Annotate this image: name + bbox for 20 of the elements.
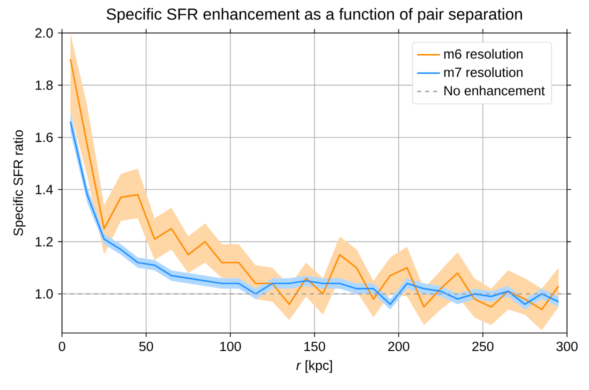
x-tick-label: 50 [139,342,154,352]
x-tick-label: 100 [220,342,241,352]
legend-label: m6 resolution [444,48,523,59]
x-axis-title: r [kpc] [296,360,332,373]
x-tick-label: 0 [58,342,66,352]
y-tick-label: 1.2 [36,237,53,246]
x-tick-label: 300 [556,342,578,352]
line-series [70,58,560,310]
y-tick-label: 1.0 [36,289,53,299]
legend-label: m7 resolution [444,67,523,78]
x-tick-label: 250 [472,342,494,352]
y-tick-label: 1.8 [36,80,53,90]
y-axis-title: Specific SFR ratio [13,130,26,236]
x-tick-label: 150 [304,342,326,352]
legend-label: No enhancement [444,86,545,96]
y-tick-label: 1.6 [36,132,53,142]
y-tick-label: 1.4 [36,184,53,194]
y-tick-label: 2.0 [35,28,53,38]
chart-title: Specific SFR enhancement as a function of pair separation [106,8,522,23]
x-tick-label: 200 [388,342,410,352]
